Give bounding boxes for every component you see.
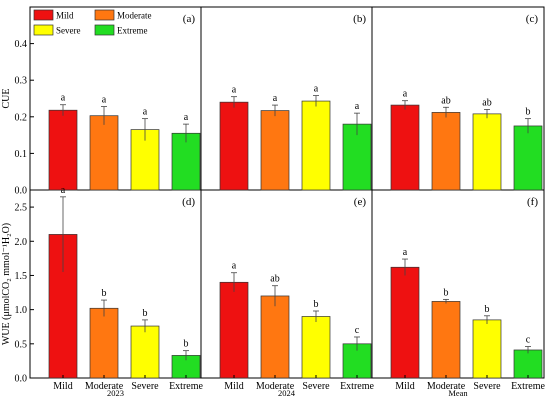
bar-moderate	[89, 307, 119, 379]
x-tick-label: Extreme	[169, 381, 203, 392]
x-tick-label: Moderate	[85, 381, 124, 392]
bar-extreme	[513, 349, 543, 379]
bar-moderate	[431, 301, 461, 379]
significance-letter: b	[485, 304, 490, 315]
y-tick-label: 0.0	[15, 374, 28, 385]
significance-letter: a	[61, 185, 66, 196]
legend-label: Extreme	[117, 26, 148, 36]
bar-mild	[48, 109, 78, 191]
y-tick-label: 1.5	[15, 271, 28, 282]
x-tick-label: Severe	[473, 381, 501, 392]
significance-letter: b	[444, 287, 449, 298]
x-tick-label: Mild	[53, 381, 72, 392]
bar-moderate	[431, 112, 461, 191]
significance-letter: c	[526, 335, 531, 346]
significance-letter: a	[102, 95, 107, 106]
bar-severe	[472, 319, 502, 379]
significance-letter: a	[403, 247, 408, 258]
panel-tag: (f)	[527, 196, 538, 208]
y-tick-label: 0.0	[15, 186, 28, 197]
x-tick-label: Severe	[131, 381, 159, 392]
significance-letter: b	[143, 308, 148, 319]
column-label: 2023	[107, 388, 124, 398]
x-tick-label: Extreme	[340, 381, 374, 392]
significance-letter: a	[273, 93, 278, 104]
significance-letter: a	[403, 89, 408, 100]
significance-letter: b	[102, 288, 107, 299]
bar-mild	[390, 266, 420, 379]
significance-letter: a	[355, 101, 360, 112]
bar-extreme	[171, 132, 201, 191]
bar-extreme	[513, 125, 543, 191]
y-axis-label: CUE	[1, 89, 12, 109]
x-tick-label: Extreme	[511, 381, 545, 392]
bar-severe	[301, 100, 331, 191]
panel-tag: (a)	[183, 13, 196, 25]
significance-letter: c	[355, 325, 360, 336]
significance-letter: a	[143, 107, 148, 118]
bar-moderate	[260, 110, 290, 191]
column-label: Mean	[448, 388, 468, 398]
significance-letter: b	[526, 107, 531, 118]
x-tick-label: Mild	[395, 381, 414, 392]
y-tick-label: 0.5	[15, 339, 28, 350]
y-tick-label: 1.0	[15, 305, 28, 316]
legend-label: Severe	[56, 26, 81, 36]
y-tick-label: 0.1	[15, 149, 28, 160]
significance-letter: a	[314, 84, 319, 95]
significance-letter: a	[232, 261, 237, 272]
bar-severe	[472, 113, 502, 191]
significance-letter: a	[61, 93, 66, 104]
y-axis-label: WUE (μmolCO₂ mmol⁻¹H₂O)	[1, 223, 12, 345]
legend-swatch	[33, 24, 54, 36]
legend-label: Moderate	[117, 11, 151, 21]
legend-swatch	[33, 9, 54, 21]
significance-letter: b	[184, 339, 189, 350]
bar-moderate	[260, 295, 290, 379]
panel-tag: (b)	[353, 13, 366, 25]
panel-tag: (c)	[526, 13, 539, 25]
significance-letter: a	[232, 85, 237, 96]
y-tick-label: 0.2	[15, 112, 28, 123]
significance-letter: ab	[441, 95, 450, 106]
column-label: 2024	[278, 388, 296, 398]
panel-tag: (d)	[182, 196, 195, 208]
x-tick-label: Moderate	[256, 381, 295, 392]
legend-swatch	[94, 9, 115, 21]
bar-severe	[301, 316, 331, 379]
panel-tag: (e)	[354, 196, 367, 208]
x-tick-label: Severe	[302, 381, 330, 392]
bar-severe	[130, 325, 160, 379]
y-tick-label: 2.5	[15, 203, 28, 214]
legend-label: Mild	[56, 11, 74, 21]
bar-mild	[219, 101, 249, 191]
legend-swatch	[94, 24, 115, 36]
x-tick-label: Moderate	[427, 381, 466, 392]
y-tick-label: 2.0	[15, 237, 28, 248]
significance-letter: ab	[482, 97, 491, 108]
bar-mild	[390, 104, 420, 191]
bar-mild	[219, 281, 249, 379]
y-tick-label: 0.4	[15, 39, 28, 50]
significance-letter: b	[314, 299, 319, 310]
significance-letter: a	[184, 112, 189, 123]
bar-moderate	[89, 115, 119, 191]
y-tick-label: 0.3	[15, 76, 28, 87]
significance-letter: ab	[270, 274, 279, 285]
x-tick-label: Mild	[224, 381, 243, 392]
